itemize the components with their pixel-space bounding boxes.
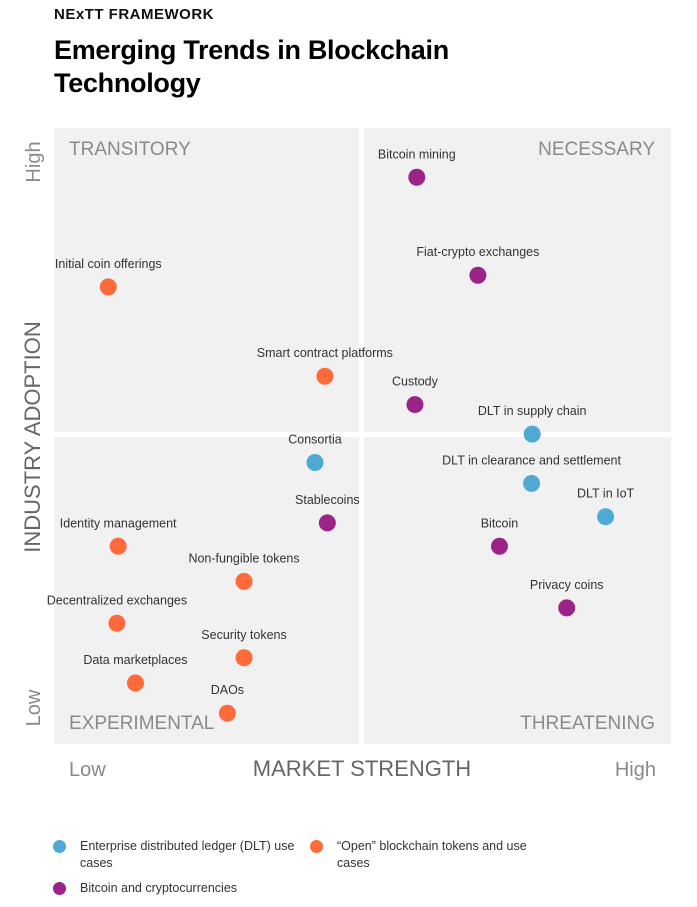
legend-dot-open	[310, 840, 323, 853]
point-consortia	[306, 453, 324, 471]
quadrant-label-transitory: TRANSITORY	[69, 139, 191, 160]
point-initial-coin-offerings	[99, 278, 117, 296]
legend-dot-enterprise	[53, 840, 66, 853]
point-label-decentralized-exchanges: Decentralized exchanges	[47, 593, 187, 607]
point-label-bitcoin: Bitcoin	[481, 516, 519, 530]
point-daos	[218, 704, 236, 722]
x-axis-low-label: Low	[69, 759, 106, 781]
x-axis-label: MARKET STRENGTH	[253, 756, 471, 781]
point-label-non-fungible-tokens: Non-fungible tokens	[188, 551, 299, 565]
quadrant-bottom-left	[54, 437, 359, 744]
point-label-privacy-coins: Privacy coins	[530, 578, 604, 592]
quadrant-label-necessary: NECESSARY	[538, 139, 655, 160]
point-label-consortia: Consortia	[288, 432, 342, 446]
legend-entry-bitcoin: Bitcoin and cryptocurrencies	[80, 881, 238, 895]
point-label-data-marketplaces: Data marketplaces	[83, 653, 187, 667]
point-label-dlt-in-iot: DLT in IoT	[577, 487, 635, 501]
point-label-dlt-in-clearance-and-settlement: DLT in clearance and settlement	[442, 453, 621, 467]
point-bitcoin-mining	[408, 168, 426, 186]
point-dlt-in-iot	[597, 508, 615, 526]
point-label-smart-contract-platforms: Smart contract platforms	[257, 346, 393, 360]
point-label-identity-management: Identity management	[60, 516, 177, 530]
point-stablecoins	[318, 514, 336, 532]
point-decentralized-exchanges	[108, 614, 126, 632]
legend-dot-bitcoin	[53, 882, 66, 895]
y-axis-low-label: Low	[23, 689, 45, 726]
eyebrow-label: NExTT FRAMEWORK	[54, 6, 214, 23]
point-bitcoin	[490, 537, 508, 555]
data-points: Consortia DLT in supply chain DLT in clear…	[47, 147, 635, 722]
point-privacy-coins	[558, 599, 576, 617]
point-label-initial-coin-offerings: Initial coin offerings	[55, 257, 162, 271]
point-dlt-in-clearance-and-settlement	[523, 474, 541, 492]
y-axis-label: INDUSTRY ADOPTION	[20, 321, 45, 552]
quadrant-label-experimental: EXPERIMENTAL	[69, 713, 214, 734]
point-label-custody: Custody	[392, 375, 439, 389]
point-label-daos: DAOs	[211, 683, 244, 697]
legend-entry-enterprise: Enterprise distributed ledger (DLT) use …	[80, 839, 295, 870]
point-fiat-crypto-exchanges	[469, 266, 487, 284]
point-label-bitcoin-mining: Bitcoin mining	[378, 147, 456, 161]
point-custody	[406, 396, 424, 414]
point-label-stablecoins: Stablecoins	[295, 493, 360, 507]
y-axis-high-label: High	[23, 141, 45, 182]
point-non-fungible-tokens	[235, 572, 253, 590]
point-data-marketplaces	[126, 674, 144, 692]
quadrant-label-threatening: THREATENING	[520, 713, 655, 734]
legend-entry-open: “Open” blockchain tokens and use cases	[337, 839, 527, 870]
point-label-dlt-in-supply-chain: DLT in supply chain	[478, 404, 587, 418]
quadrant-top-left	[54, 128, 359, 432]
page-title: Emerging Trends in Blockchain Technology	[54, 35, 449, 98]
quadrant-bottom-right	[364, 437, 671, 744]
point-identity-management	[109, 537, 127, 555]
point-label-security-tokens: Security tokens	[201, 628, 286, 642]
point-smart-contract-platforms	[316, 367, 334, 385]
x-axis-high-label: High	[615, 759, 656, 781]
point-security-tokens	[235, 649, 253, 667]
point-dlt-in-supply-chain	[523, 425, 541, 443]
point-label-fiat-crypto-exchanges: Fiat-crypto exchanges	[416, 245, 539, 259]
